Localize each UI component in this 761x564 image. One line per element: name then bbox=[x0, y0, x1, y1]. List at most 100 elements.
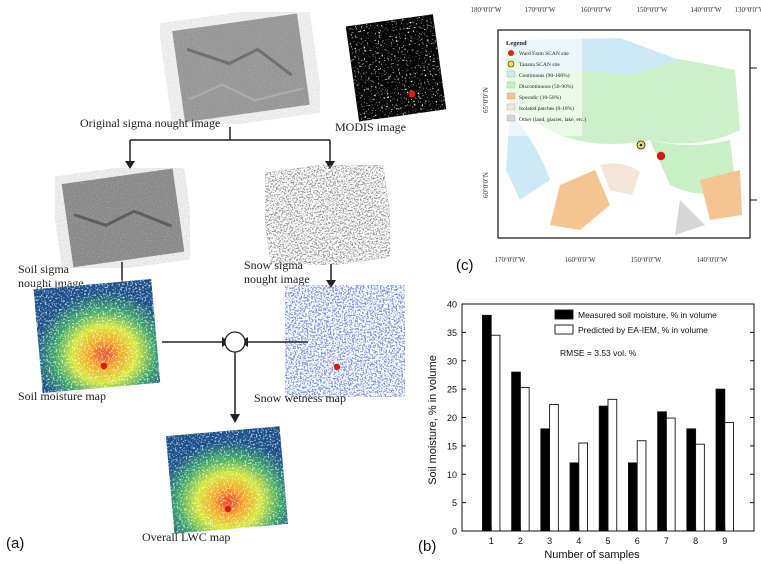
map-top-tick: 160°0'0"W bbox=[580, 6, 611, 14]
panel-c-label: (c) bbox=[456, 257, 474, 274]
map-bottom-tick: 170°0'0"W bbox=[494, 256, 525, 264]
map-legend-swatch bbox=[506, 70, 516, 78]
bar-measured bbox=[686, 428, 697, 532]
site-marker bbox=[408, 90, 416, 98]
y-tick-label: 20 bbox=[447, 413, 457, 423]
x-tick-label: 5 bbox=[605, 536, 610, 546]
soil-moisture-bar-chart: Soil moisture, % in volume 0510152025303… bbox=[427, 300, 755, 561]
caption-snow-wetness: Snow wetness map bbox=[254, 391, 346, 405]
x-tick-label: 6 bbox=[635, 536, 640, 546]
top-tick-labels: 180°0'0"W 170°0'0"W 160°0'0"W 150°0'0"W 140°… bbox=[470, 6, 761, 14]
soil-sigma-image bbox=[61, 168, 185, 268]
x-axis-label: Number of samples bbox=[544, 549, 640, 561]
map-top-tick: 140°0'0"W bbox=[690, 6, 721, 14]
bar-predicted bbox=[578, 442, 589, 532]
bar-measured bbox=[511, 371, 521, 532]
bottom-tick-labels: 170°0'0"W 160°0'0"W 150°0'0"W 140°0'0"W bbox=[494, 256, 727, 264]
caption-original: Original sigma nought image bbox=[80, 116, 221, 130]
x-tick-label: 9 bbox=[722, 536, 727, 546]
y-tick-label: 5 bbox=[452, 498, 457, 508]
y-tick-label: 30 bbox=[447, 356, 457, 366]
bar-measured bbox=[715, 388, 726, 532]
map-top-tick: 150°0'0"W bbox=[636, 6, 667, 14]
map-legend-item: Discontinuous (50-90%) bbox=[519, 83, 573, 90]
combine-node bbox=[224, 331, 246, 353]
bar-measured bbox=[569, 462, 580, 532]
plot-area: 0 5 10 15 20 25 30 35 40 1 2 3 4 5 6 7 8 9 Measured soil m… bbox=[447, 300, 755, 546]
bar-predicted bbox=[665, 417, 676, 532]
site-marker bbox=[100, 362, 108, 370]
panel-a-label: (a) bbox=[6, 535, 25, 552]
x-tick-label: 3 bbox=[547, 536, 552, 546]
map-legend-swatch bbox=[507, 60, 515, 68]
left-tick-labels: 65°0'0"N 60°0'0"N bbox=[482, 87, 490, 198]
snow-wetness-map bbox=[286, 286, 404, 396]
bar-measured bbox=[627, 462, 638, 532]
ward-farm-site-marker bbox=[656, 151, 666, 161]
original-sigma-image bbox=[172, 13, 310, 123]
map-legend-swatch bbox=[508, 50, 514, 56]
map-top-tick: 170°0'0"W bbox=[524, 6, 555, 14]
map-legend-title: Legend bbox=[506, 40, 527, 47]
map-bottom-tick: 150°0'0"W bbox=[630, 256, 661, 264]
map-legend-swatch bbox=[506, 103, 516, 111]
caption-soil-moisture: Soil moisture map bbox=[18, 389, 106, 403]
y-tick-label: 0 bbox=[452, 527, 457, 537]
map-bottom-tick: 140°0'0"W bbox=[696, 256, 727, 264]
y-tick-label: 25 bbox=[447, 385, 457, 395]
map-top-tick: 130°0'0"W bbox=[734, 6, 761, 14]
y-tick-label: 10 bbox=[447, 470, 457, 480]
map-legend: Legend Ward Farm SCAN site Tanana SCAN sit… bbox=[506, 40, 586, 123]
x-tick-label: 1 bbox=[489, 536, 494, 546]
map-bottom-tick: 160°0'0"W bbox=[564, 256, 595, 264]
caption-overall: Overall LWC map bbox=[142, 530, 231, 544]
bar-predicted bbox=[607, 398, 618, 532]
x-tick-label: 7 bbox=[664, 536, 669, 546]
bar-predicted bbox=[636, 440, 647, 532]
map-left-tick: 60°0'0"N bbox=[482, 172, 490, 198]
map-legend-swatch bbox=[506, 92, 516, 100]
bar-measured bbox=[540, 428, 551, 532]
caption-snow-sigma: Snow sigma nought image bbox=[244, 258, 310, 286]
map-legend-item: Sporadic (10-50%) bbox=[519, 94, 561, 101]
map-legend-swatch bbox=[506, 114, 516, 122]
rmse-annotation: RMSE = 3.53 vol. % bbox=[560, 348, 637, 358]
x-tick-label: 8 bbox=[693, 536, 698, 546]
modis-image bbox=[345, 14, 447, 122]
site-marker bbox=[333, 363, 341, 371]
y-tick-label: 40 bbox=[447, 300, 457, 310]
map-legend-item: Continuous (90-100%) bbox=[519, 72, 570, 79]
bar-measured bbox=[598, 405, 609, 532]
arrow-snow-down bbox=[326, 264, 336, 288]
x-tick-label: 4 bbox=[576, 536, 581, 546]
y-tick-label: 35 bbox=[447, 328, 457, 338]
panel-b-label: (b) bbox=[418, 538, 437, 555]
x-tick-label: 2 bbox=[518, 536, 523, 546]
bar-predicted bbox=[724, 422, 735, 532]
bar-measured bbox=[481, 314, 492, 532]
map-legend-swatch bbox=[506, 81, 516, 89]
legend-swatch bbox=[554, 309, 574, 320]
legend-label: Measured soil moisture, % in volume bbox=[578, 310, 717, 320]
map-left-tick: 65°0'0"N bbox=[482, 87, 490, 113]
legend-swatch bbox=[554, 324, 574, 335]
site-marker bbox=[224, 505, 232, 513]
y-tick-label: 15 bbox=[447, 441, 457, 451]
bar-predicted bbox=[549, 403, 559, 532]
overall-lwc-map bbox=[165, 426, 289, 534]
merge-connector bbox=[162, 331, 308, 423]
snow-sigma-image bbox=[269, 166, 385, 264]
y-axis-label: Soil moisture, % in volume bbox=[427, 355, 439, 485]
bar-measured bbox=[657, 411, 667, 532]
map-legend-item: Isolated patches (0-10%) bbox=[519, 105, 574, 112]
legend-label: Predicted by EA-IEM, % in volume bbox=[578, 325, 708, 335]
caption-modis: MODIS image bbox=[335, 120, 406, 134]
bar-predicted bbox=[490, 334, 501, 532]
bar-predicted bbox=[695, 443, 705, 532]
bar-predicted bbox=[519, 386, 530, 532]
map-legend-item: Other (land, glacier, lake, etc.) bbox=[519, 116, 586, 123]
map-top-tick: 180°0'0"W bbox=[470, 6, 501, 14]
map-legend-item: Tanana SCAN site bbox=[519, 62, 560, 68]
split-arrow bbox=[125, 127, 335, 169]
y-axis-label-group: Soil moisture, % in volume bbox=[427, 355, 439, 485]
